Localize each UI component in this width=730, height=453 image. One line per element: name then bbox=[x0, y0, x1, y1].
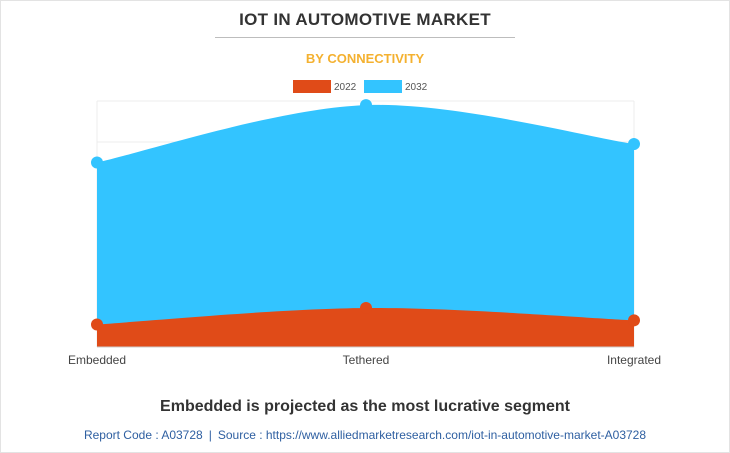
data-point-2032 bbox=[91, 156, 103, 169]
source-link[interactable]: Source : https://www.alliedmarketresearc… bbox=[217, 428, 647, 442]
title-divider bbox=[215, 37, 515, 38]
data-point-2022 bbox=[91, 318, 103, 331]
area-series-2032 bbox=[97, 104, 634, 347]
data-point-2022 bbox=[360, 302, 372, 315]
report-code: Report Code : A03728 bbox=[83, 428, 203, 442]
legend-label-2022: 2022 bbox=[334, 82, 357, 93]
x-tick-label: Tethered bbox=[343, 353, 390, 367]
chart-caption: Embedded is projected as the most lucrat… bbox=[160, 398, 570, 415]
legend-label-2032: 2032 bbox=[405, 82, 428, 93]
data-point-2032 bbox=[360, 99, 372, 112]
data-point-2032 bbox=[628, 138, 640, 151]
area-series-2022 bbox=[97, 308, 634, 347]
legend-swatch-2022 bbox=[293, 80, 331, 93]
chart-subtitle: BY CONNECTIVITY bbox=[305, 51, 425, 66]
footer: Report Code : A03728 | Source : https://ww… bbox=[0, 428, 730, 442]
footer-separator: | bbox=[208, 428, 212, 442]
data-point-2022 bbox=[628, 314, 640, 327]
x-tick-label: Embedded bbox=[68, 353, 126, 367]
x-tick-label: Integrated bbox=[607, 353, 661, 367]
legend-swatch-2032 bbox=[364, 80, 402, 93]
area-chart: Embedded Tethered Integrated 2022 2032 bbox=[68, 80, 661, 367]
chart-title: IOT IN AUTOMOTIVE MARKET bbox=[239, 10, 491, 29]
